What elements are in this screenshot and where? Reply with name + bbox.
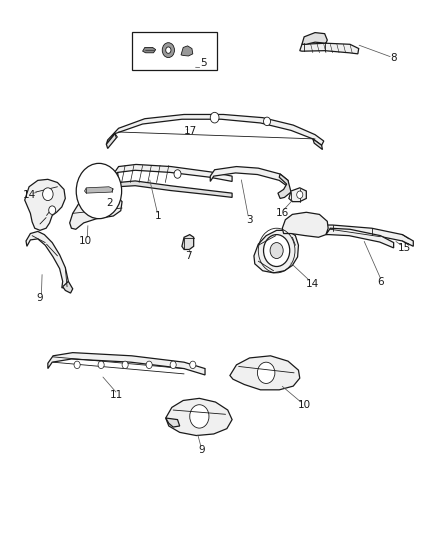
- Polygon shape: [289, 188, 306, 201]
- Text: 2: 2: [106, 198, 113, 208]
- Text: 14: 14: [306, 279, 319, 288]
- Polygon shape: [48, 353, 205, 375]
- Text: 6: 6: [377, 278, 384, 287]
- Text: 16: 16: [276, 208, 289, 219]
- Circle shape: [264, 117, 271, 126]
- Polygon shape: [70, 195, 122, 229]
- Polygon shape: [106, 134, 117, 149]
- Circle shape: [74, 361, 80, 368]
- Text: 9: 9: [37, 293, 43, 303]
- Circle shape: [190, 361, 196, 368]
- Circle shape: [98, 361, 104, 368]
- Text: 15: 15: [398, 243, 411, 253]
- Text: 17: 17: [184, 126, 197, 136]
- Circle shape: [146, 361, 152, 368]
- Polygon shape: [106, 115, 324, 146]
- Polygon shape: [85, 187, 113, 193]
- Polygon shape: [326, 228, 394, 248]
- Text: 3: 3: [246, 215, 253, 225]
- Polygon shape: [254, 230, 298, 273]
- Circle shape: [297, 191, 303, 198]
- Polygon shape: [182, 235, 194, 249]
- Circle shape: [166, 47, 171, 53]
- Polygon shape: [306, 225, 413, 246]
- Polygon shape: [300, 43, 359, 54]
- Polygon shape: [283, 212, 328, 237]
- Polygon shape: [230, 356, 300, 390]
- Circle shape: [76, 164, 122, 219]
- Polygon shape: [278, 174, 291, 198]
- Circle shape: [122, 361, 128, 368]
- Text: 9: 9: [198, 445, 205, 455]
- Polygon shape: [63, 281, 73, 293]
- Polygon shape: [25, 179, 65, 230]
- Circle shape: [174, 169, 181, 178]
- Polygon shape: [313, 139, 322, 150]
- Polygon shape: [166, 418, 180, 427]
- Polygon shape: [111, 165, 232, 181]
- Circle shape: [42, 188, 53, 200]
- Circle shape: [264, 235, 290, 266]
- Polygon shape: [143, 47, 155, 53]
- Circle shape: [270, 243, 283, 259]
- Text: 10: 10: [79, 236, 92, 246]
- Polygon shape: [26, 231, 68, 288]
- Polygon shape: [210, 166, 288, 187]
- Text: 1: 1: [155, 211, 161, 221]
- Circle shape: [170, 361, 176, 368]
- FancyBboxPatch shape: [132, 31, 217, 70]
- Circle shape: [162, 43, 174, 58]
- Text: 10: 10: [297, 400, 311, 410]
- Polygon shape: [302, 33, 327, 44]
- Circle shape: [258, 362, 275, 383]
- Circle shape: [49, 206, 56, 214]
- Text: 5: 5: [201, 59, 207, 68]
- Text: 8: 8: [390, 53, 397, 63]
- Polygon shape: [112, 172, 119, 187]
- Text: 11: 11: [110, 390, 123, 400]
- Text: 7: 7: [185, 251, 192, 261]
- Text: 14: 14: [22, 190, 36, 200]
- Polygon shape: [111, 181, 232, 197]
- Polygon shape: [166, 398, 232, 435]
- Circle shape: [190, 405, 209, 428]
- Polygon shape: [181, 46, 193, 56]
- Circle shape: [210, 112, 219, 123]
